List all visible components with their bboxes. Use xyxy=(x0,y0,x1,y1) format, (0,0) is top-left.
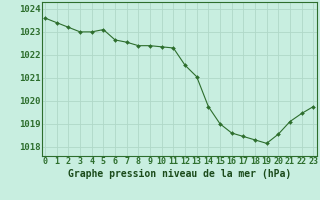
X-axis label: Graphe pression niveau de la mer (hPa): Graphe pression niveau de la mer (hPa) xyxy=(68,169,291,179)
